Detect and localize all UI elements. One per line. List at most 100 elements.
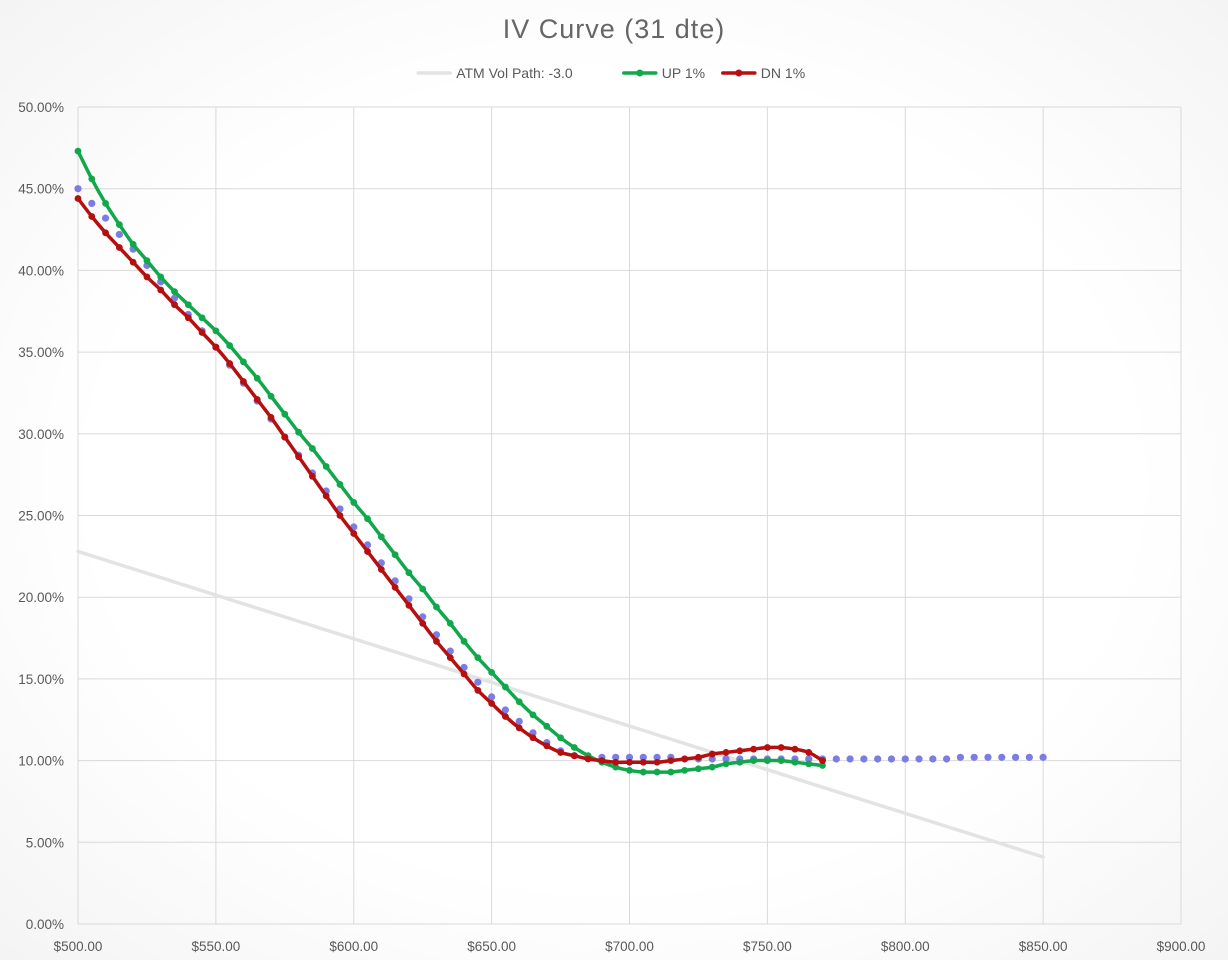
data-point (446, 654, 454, 662)
data-point (253, 374, 261, 382)
series-line (76, 196, 825, 765)
data-point (626, 758, 633, 766)
data-point (667, 768, 675, 776)
data-point (240, 378, 247, 385)
data-point (1039, 753, 1047, 761)
data-point (129, 258, 137, 266)
data-point (488, 693, 496, 701)
y-tick-label: 20.00% (18, 590, 64, 605)
data-point (681, 767, 689, 774)
data-point (791, 758, 799, 766)
data-point (212, 327, 220, 335)
data-point (639, 768, 647, 776)
data-point (391, 583, 399, 591)
data-point (529, 734, 537, 742)
data-point (350, 530, 358, 537)
legend-marker (735, 69, 743, 77)
data-point (88, 175, 96, 183)
data-point (157, 273, 165, 281)
data-point (887, 755, 896, 763)
x-tick-label: $900.00 (1157, 939, 1206, 954)
data-point (653, 753, 661, 761)
data-point (750, 757, 757, 764)
data-point (88, 199, 96, 208)
y-tick-label: 30.00% (18, 427, 64, 442)
data-point (474, 686, 482, 694)
data-point (143, 257, 151, 264)
data-point (736, 747, 744, 755)
data-point (405, 569, 413, 577)
data-point (115, 244, 123, 251)
data-point (805, 755, 813, 763)
series-dn-1 (74, 195, 826, 766)
data-point (322, 463, 330, 470)
data-point (336, 512, 344, 519)
data-point (612, 763, 620, 771)
data-point (832, 755, 840, 763)
data-point (488, 700, 496, 707)
y-tick-label: 25.00% (18, 509, 64, 524)
x-tick-label: $700.00 (605, 939, 654, 954)
data-point (819, 762, 826, 769)
data-point (488, 668, 496, 676)
legend-item: UP 1% (622, 65, 705, 81)
data-point (667, 757, 675, 764)
data-point (88, 213, 96, 220)
data-point (212, 343, 220, 351)
data-point (653, 768, 661, 776)
data-point (336, 481, 344, 488)
data-point (598, 757, 606, 764)
data-point (915, 755, 923, 763)
data-point (281, 410, 289, 418)
x-tick-label: $500.00 (54, 939, 103, 954)
data-point (929, 755, 937, 763)
series-up-1 (74, 147, 826, 776)
data-point (157, 286, 165, 294)
data-point (846, 755, 854, 763)
y-tick-label: 50.00% (18, 100, 64, 115)
y-tick-label: 40.00% (18, 263, 64, 278)
data-point (736, 758, 744, 766)
data-point (171, 301, 178, 309)
data-point (295, 453, 302, 461)
data-point (681, 755, 689, 763)
y-tick-label: 0.00% (26, 917, 64, 932)
data-point (1025, 753, 1033, 761)
data-point (171, 288, 178, 296)
data-point (557, 734, 564, 742)
data-point (695, 765, 702, 773)
data-point (570, 752, 578, 760)
y-tick-label: 5.00% (26, 835, 64, 850)
legend-label: DN 1% (761, 65, 805, 81)
data-point (750, 745, 757, 753)
data-point (419, 585, 427, 593)
data-point (101, 214, 110, 222)
series-base-iv (74, 185, 1047, 763)
data-point (1011, 753, 1020, 761)
data-point (639, 758, 647, 766)
data-point (377, 566, 385, 573)
data-point (198, 329, 206, 336)
data-point (502, 713, 509, 720)
data-point (377, 533, 385, 541)
data-point (777, 757, 785, 764)
series-line (76, 549, 1045, 859)
data-point (860, 755, 868, 763)
data-point (956, 753, 965, 761)
data-point (998, 753, 1006, 761)
data-point (226, 360, 234, 367)
data-point (267, 392, 275, 400)
chart-gridlines (77, 106, 1182, 925)
data-point (364, 548, 371, 555)
data-point (722, 749, 730, 756)
y-tick-label: 35.00% (18, 345, 64, 360)
data-point (543, 742, 551, 750)
data-point (253, 396, 261, 403)
series-atm-vol-path-3-0 (76, 549, 1045, 859)
data-point (184, 314, 192, 322)
data-point (102, 229, 109, 237)
data-point (529, 711, 537, 719)
x-tick-label: $850.00 (1019, 939, 1068, 954)
data-point (612, 753, 620, 761)
